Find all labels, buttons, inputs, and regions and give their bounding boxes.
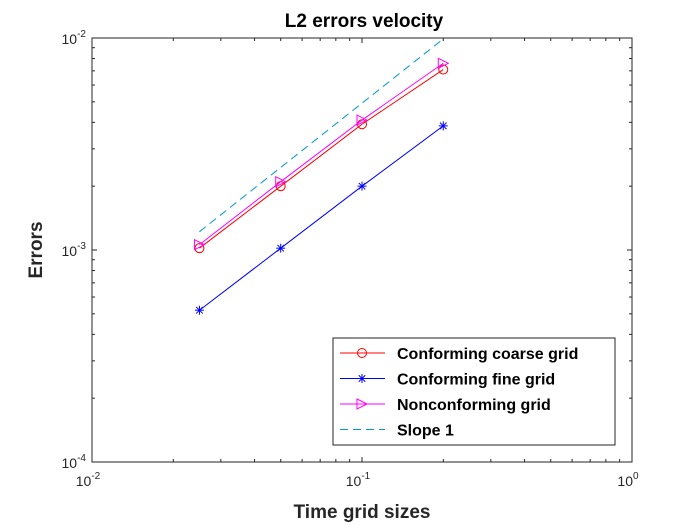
data-point [438,64,449,75]
data-point [357,181,367,191]
x-tick-label: 10-2 [76,471,101,489]
series-layer [193,38,450,315]
legend-label: Conforming coarse grid [397,346,578,363]
data-point [194,305,204,315]
legend: Conforming coarse grid Conforming fine gr… [332,337,616,446]
tick-labels: 10-2 10-1 100 10-2 10-3 10-4 [62,29,639,489]
y-tick-label: 10-4 [62,453,87,471]
legend-item: Conforming fine grid [340,372,555,389]
chart-title: L2 errors velocity [285,11,444,32]
x-axis-label: Time grid sizes [294,502,431,523]
data-point [276,243,286,253]
legend-item: Conforming coarse grid [340,346,578,363]
legend-label: Nonconforming grid [397,397,551,414]
y-tick-label: 10-2 [62,29,87,47]
tick-marks [91,37,633,463]
legend-swatch-marker [357,348,367,358]
series-line [199,62,444,246]
y-tick-label: 10-3 [62,241,87,259]
legend-box [332,337,616,446]
legend-label: Slope 1 [397,423,454,440]
data-point [275,175,287,188]
legend-swatch-marker [356,398,369,410]
data-point [193,238,206,251]
legend-swatch-marker [357,374,367,383]
y-axis-label: Errors [26,221,47,278]
legend-item: Nonconforming grid [340,397,551,414]
x-tick-label: 10-1 [346,471,371,489]
series-line [199,125,444,311]
data-point [438,121,448,131]
series-conforming-fine-grid [194,121,448,315]
series-line [199,69,444,249]
legend-items: Conforming coarse grid Conforming fine gr… [340,346,578,440]
data-point [437,57,450,70]
legend-label: Conforming fine grid [397,372,555,389]
x-tick-label: 100 [617,471,639,489]
data-point [356,114,369,126]
series-nonconforming-grid [193,57,450,251]
legend-item: Slope 1 [340,423,454,440]
